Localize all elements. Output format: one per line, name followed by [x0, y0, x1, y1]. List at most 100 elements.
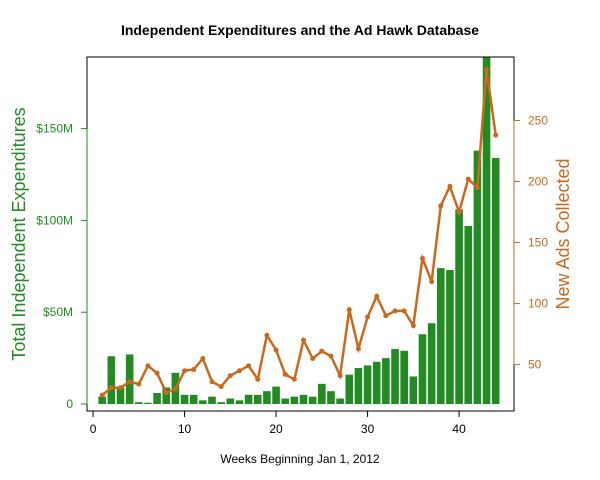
ads-point: [465, 176, 471, 182]
ads-point: [136, 381, 142, 387]
ads-point: [291, 376, 297, 382]
bar: [318, 383, 326, 405]
ads-point: [310, 356, 316, 362]
ads-point: [410, 323, 416, 329]
bar: [427, 323, 436, 405]
bar: [107, 356, 116, 405]
bar: [208, 396, 216, 405]
x-tick-label: 0: [90, 422, 97, 436]
bar: [153, 393, 161, 405]
bar: [116, 387, 125, 405]
bar: [253, 394, 262, 405]
ads-point: [191, 366, 197, 372]
x-tick-label: 30: [361, 422, 375, 436]
chart-title: Independent Expenditures and the Ad Hawk…: [121, 22, 479, 38]
ads-point: [401, 308, 407, 314]
bar: [308, 396, 317, 405]
bar: [290, 396, 299, 405]
bar: [409, 376, 418, 405]
bar: [418, 334, 427, 405]
bar: [180, 394, 189, 405]
bar: [473, 150, 482, 405]
y-right-axis-label: New Ads Collected: [553, 158, 573, 309]
y-left-tick-label: $100M: [36, 213, 73, 227]
bar: [464, 225, 473, 405]
y-left-axis-label: Total Independent Expenditures: [9, 107, 29, 360]
bar: [235, 400, 244, 405]
x-tick-label: 10: [178, 422, 192, 436]
bar: [134, 402, 143, 405]
ads-point: [108, 385, 114, 391]
ads-point: [301, 337, 307, 343]
ads-point: [154, 370, 160, 376]
bar: [217, 402, 225, 405]
ads-point: [236, 368, 242, 374]
x-tick-label: 20: [269, 422, 283, 436]
ads-line: [101, 69, 497, 397]
bar: [144, 402, 152, 405]
ads-point: [328, 353, 334, 359]
bar: [482, 57, 491, 405]
y-right-tick-label: 200: [528, 175, 548, 189]
bar: [299, 394, 308, 405]
ads-point: [246, 363, 252, 369]
ads-point: [255, 376, 261, 382]
ads-point: [392, 308, 398, 314]
ads-point: [346, 307, 352, 313]
ads-point: [383, 313, 389, 319]
ads-point: [264, 332, 270, 338]
bar: [162, 387, 171, 405]
bar: [446, 269, 454, 405]
bar: [382, 358, 390, 405]
y-left-tick-label: 0: [66, 397, 73, 411]
bar: [281, 398, 290, 405]
y-right-tick-label: 250: [528, 113, 548, 127]
ads-point: [218, 384, 224, 390]
ads-point: [429, 279, 435, 285]
ads-point: [337, 373, 343, 379]
bar: [199, 400, 207, 405]
ads-point: [438, 203, 444, 209]
bar: [491, 157, 500, 405]
ads-point: [99, 392, 105, 398]
ads-point: [182, 368, 188, 374]
ads-point: [163, 390, 169, 396]
ads-point: [273, 347, 279, 353]
bar: [363, 365, 372, 405]
ads-point: [209, 379, 215, 385]
ads-point: [484, 66, 490, 72]
ads-point: [127, 379, 133, 385]
bar: [354, 368, 363, 405]
y-left-tick-label: $50M: [43, 305, 73, 319]
ads-point: [172, 386, 178, 392]
bar: [391, 348, 399, 405]
y-right-tick-label: 150: [528, 236, 548, 250]
ads-point: [493, 132, 499, 138]
bar: [455, 209, 463, 405]
bar: [263, 391, 271, 405]
ads-point: [117, 385, 123, 391]
bar: [436, 268, 445, 405]
ads-point: [447, 183, 453, 189]
bar: [272, 386, 280, 405]
ads-point: [319, 348, 325, 354]
bar: [327, 391, 335, 405]
y-right-tick-label: 100: [528, 297, 548, 311]
x-tick-label: 40: [452, 422, 466, 436]
ads-point: [374, 293, 380, 299]
ads-point: [227, 373, 233, 379]
ads-point: [145, 363, 151, 369]
bar: [244, 394, 253, 405]
x-axis-label: Weeks Beginning Jan 1, 2012: [220, 452, 380, 466]
bar: [372, 361, 381, 405]
bar: [98, 396, 106, 405]
bar: [336, 398, 344, 405]
ads-point: [365, 314, 371, 320]
bar: [400, 350, 408, 405]
ads-point: [419, 255, 425, 261]
bar: [226, 398, 235, 405]
bar: [345, 374, 354, 405]
ads-point: [282, 371, 288, 377]
bar: [189, 394, 198, 405]
